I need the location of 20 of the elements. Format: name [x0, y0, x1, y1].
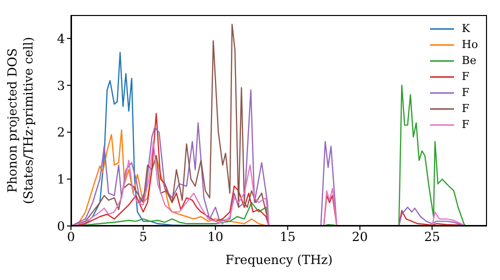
y-tick-label: 4 — [57, 30, 66, 46]
legend-label: K — [462, 21, 470, 37]
y-tick-label: 1 — [57, 172, 65, 187]
legend-label: F — [462, 117, 470, 133]
legend-label: Be — [462, 53, 476, 69]
x-axis-title: Frequency (THz) — [225, 252, 333, 267]
legend-label: F — [462, 101, 470, 117]
y-tick-label: 2 — [57, 124, 65, 140]
x-tick-label: 0 — [67, 228, 76, 244]
x-tick-label: 15 — [280, 228, 296, 244]
y-axis-title: Phonon projected DOS (States/THz·primitive cell) — [4, 36, 36, 204]
x-tick-label: 5 — [139, 228, 148, 244]
legend-label: F — [462, 85, 470, 101]
legend-label: F — [462, 69, 470, 85]
legend-label: Ho — [462, 37, 478, 53]
x-tick-label: 20 — [352, 228, 368, 244]
y-tick-label: 3 — [57, 78, 66, 93]
y-tick-label: 0 — [57, 218, 66, 234]
x-tick-label: 10 — [207, 228, 224, 244]
x-tick-label: 25 — [424, 228, 440, 244]
